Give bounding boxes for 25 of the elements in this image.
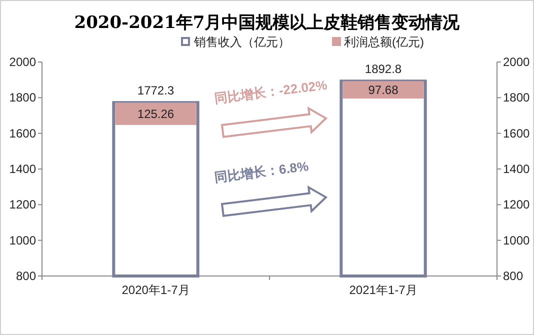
data-label: 125.26 — [137, 106, 174, 121]
x-tick-label: 2021年1-7月 — [349, 283, 418, 297]
y2-tick-label: 2000 — [503, 55, 530, 69]
y-tick-label: 1400 — [9, 162, 36, 176]
y2-tick-label: 1200 — [503, 198, 530, 212]
y-tick-label: 800 — [16, 269, 36, 283]
chart-title: 2020-2021年7月中国规模以上皮鞋销售变动情况 — [74, 13, 461, 33]
annotation: 同比增长：6.8% — [214, 158, 310, 185]
y2-tick-label: 800 — [503, 269, 524, 283]
legend-label: 销售收入（亿元） — [193, 35, 290, 49]
y2-tick-label: 1800 — [503, 90, 530, 105]
x-tick-label: 2020年1-7月 — [122, 283, 190, 297]
y-tick-label: 2000 — [9, 55, 36, 69]
y-tick-label: 1800 — [9, 90, 36, 105]
data-label: 1772.3 — [137, 84, 174, 98]
y-tick-label: 1200 — [9, 198, 36, 212]
y2-tick-label: 1000 — [503, 233, 530, 248]
annotation: 同比增长：-22.02% — [214, 77, 328, 106]
data-label: 97.68 — [368, 82, 399, 97]
y2-tick-label: 1400 — [503, 162, 530, 176]
data-label: 1892.8 — [364, 62, 402, 76]
legend-label: 利润总额(亿元) — [344, 35, 424, 49]
y2-tick-label: 1600 — [503, 126, 530, 140]
y-tick-label: 1000 — [9, 233, 36, 248]
y-tick-label: 1600 — [9, 126, 36, 140]
